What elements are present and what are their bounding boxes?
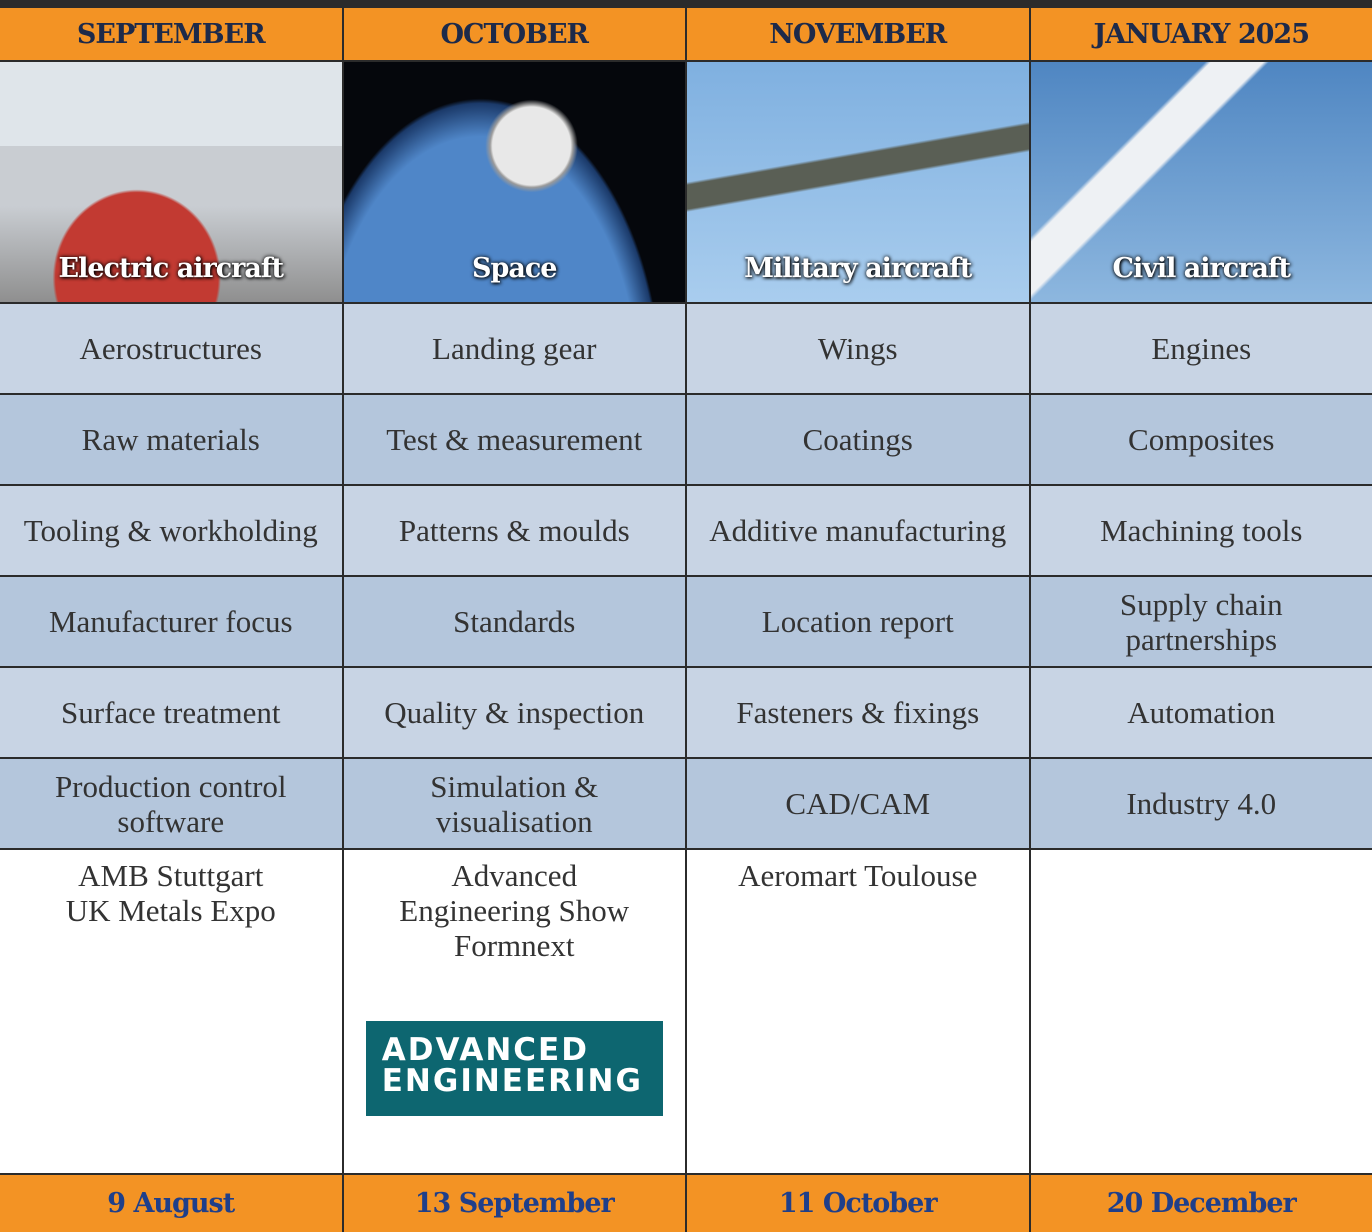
- topic-cell: Composites: [1030, 395, 1372, 484]
- topic-cell: Wings: [687, 304, 1029, 393]
- advanced-engineering-logo: ADVANCED ENGINEERING: [365, 1021, 663, 1116]
- deadline: 11 October: [687, 1175, 1029, 1232]
- feature-label: Civil aircraft: [1112, 253, 1291, 284]
- deadline: 13 September: [343, 1175, 685, 1232]
- topic-cell: Test & measurement: [343, 395, 685, 484]
- feature-image: Military aircraft: [687, 62, 1029, 302]
- topic-cell: Additive manufacturing: [687, 486, 1029, 575]
- feature-image: Space: [344, 62, 686, 302]
- topic-cell: Simulation & visualisation: [343, 759, 685, 848]
- topic-cell: Automation: [1030, 668, 1372, 757]
- month-header: NOVEMBER: [687, 8, 1029, 60]
- topic-cell: Landing gear: [343, 304, 685, 393]
- deadline: 20 December: [1030, 1175, 1372, 1232]
- topic-cell: Supply chain partnerships: [1030, 577, 1372, 666]
- logo-line: ADVANCED: [381, 1032, 589, 1068]
- topic-cell: Manufacturer focus: [0, 577, 342, 666]
- topic-cell: Fasteners & fixings: [687, 668, 1029, 757]
- topic-cell: Industry 4.0: [1030, 759, 1372, 848]
- event-name: Advanced Engineering Show: [399, 858, 630, 928]
- topic-cell: CAD/CAM: [687, 759, 1029, 848]
- events-cell: Aeromart Toulouse: [687, 850, 1029, 1173]
- event-name: UK Metals Expo: [65, 893, 276, 928]
- topic-cell: Raw materials: [0, 395, 342, 484]
- topic-cell: Machining tools: [1030, 486, 1372, 575]
- topic-cell: Engines: [1030, 304, 1372, 393]
- deadline: 9 August: [0, 1175, 342, 1232]
- topic-cell: Tooling & workholding: [0, 486, 342, 575]
- feature-image: Civil aircraft: [1031, 62, 1372, 302]
- event-name: AMB Stuttgart: [78, 858, 264, 893]
- feature-label: Military aircraft: [744, 253, 972, 284]
- month-header: OCTOBER: [343, 8, 685, 60]
- schedule-table: SEPTEMBER OCTOBER NOVEMBER JANUARY 2025 Elec…: [0, 8, 1372, 1232]
- event-name: Aeromart Toulouse: [738, 858, 978, 893]
- topic-cell: Quality & inspection: [343, 668, 685, 757]
- events-cell: [1030, 850, 1372, 1173]
- feature-label: Space: [472, 253, 557, 284]
- event-name: Formnext: [453, 928, 575, 963]
- topic-cell: Production control software: [0, 759, 342, 848]
- topic-cell: Surface treatment: [0, 668, 342, 757]
- feature-image: Electric aircraft: [0, 62, 342, 302]
- topic-cell: Aerostructures: [0, 304, 342, 393]
- topic-cell: Coatings: [687, 395, 1029, 484]
- topic-cell: Standards: [343, 577, 685, 666]
- month-header: JANUARY 2025: [1030, 8, 1372, 60]
- topic-cell: Patterns & moulds: [343, 486, 685, 575]
- events-cell: Advanced Engineering Show Formnext ADVANCE…: [343, 850, 685, 1173]
- month-header: SEPTEMBER: [0, 8, 342, 60]
- feature-label: Electric aircraft: [58, 253, 284, 284]
- topic-cell: Location report: [687, 577, 1029, 666]
- logo-line: ENGINEERING: [381, 1063, 643, 1099]
- events-cell: AMB Stuttgart UK Metals Expo: [0, 850, 342, 1173]
